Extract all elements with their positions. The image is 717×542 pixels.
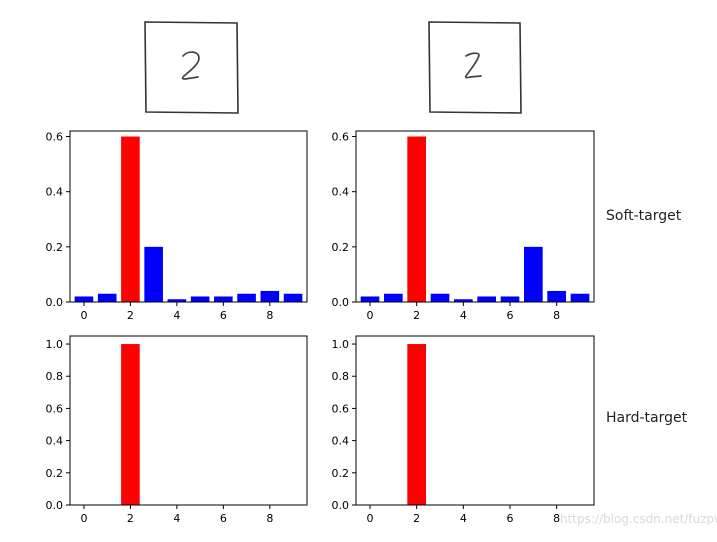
watermark-text: https://blog.csdn.net/fuzpw — [560, 512, 717, 526]
x-tick-label: 6 — [507, 309, 514, 322]
bar-9 — [283, 293, 303, 302]
bar-2 — [121, 344, 140, 505]
digit-image-left — [144, 21, 239, 114]
y-tick-label: 0.2 — [332, 241, 350, 254]
y-tick-label: 0.2 — [332, 467, 350, 480]
x-tick-label: 2 — [413, 309, 420, 322]
x-tick-label: 8 — [553, 512, 560, 525]
x-tick-label: 6 — [507, 512, 514, 525]
axes-frame — [355, 335, 595, 506]
y-tick-label: 0.8 — [46, 370, 64, 383]
soft-target-label: Soft-target — [606, 208, 682, 224]
x-tick-label: 0 — [367, 309, 374, 322]
bar-4 — [167, 299, 187, 302]
digit-frame-right — [428, 21, 522, 114]
bar-8 — [260, 290, 280, 302]
bar-0 — [74, 296, 94, 302]
y-tick-label: 0.0 — [332, 296, 350, 309]
bar-2 — [407, 344, 426, 505]
y-tick-label: 0.6 — [46, 402, 64, 415]
x-tick-label: 8 — [553, 309, 560, 322]
x-tick-label: 0 — [80, 512, 87, 525]
y-tick-label: 0.4 — [332, 186, 350, 199]
hard-target-label: Hard-target — [606, 410, 688, 426]
y-tick-label: 0.2 — [46, 241, 64, 254]
x-tick-label: 8 — [266, 512, 273, 525]
bar-0 — [360, 296, 380, 302]
bar-5 — [190, 296, 210, 302]
digit-image-right — [428, 21, 522, 114]
y-tick-label: 0.0 — [332, 499, 350, 512]
x-tick-label: 4 — [460, 309, 467, 322]
bar-2 — [121, 136, 140, 302]
x-tick-label: 4 — [173, 512, 180, 525]
x-tick-label: 6 — [220, 309, 227, 322]
bar-6 — [214, 296, 233, 302]
y-tick-label: 0.0 — [46, 499, 64, 512]
bar-9 — [570, 293, 590, 302]
bar-5 — [477, 296, 496, 302]
x-tick-label: 4 — [460, 512, 467, 525]
handwritten-digit-glyph-right — [464, 52, 482, 79]
chart-soft-target-right: 0 2 4 6 8 0.0 0.2 0.4 0.6 — [332, 130, 595, 322]
x-tick-label: 2 — [127, 309, 134, 322]
bar-3 — [144, 246, 163, 302]
digit-frame-left — [144, 21, 239, 114]
bar-7 — [524, 246, 543, 302]
chart-hard-target-left: 0 2 4 6 8 0.0 0.2 0.4 0.6 0.8 1.0 — [46, 335, 308, 525]
y-tick-label: 1.0 — [332, 338, 350, 351]
axes-frame — [355, 130, 595, 303]
axes-frame — [69, 130, 308, 303]
bar-6 — [500, 296, 520, 302]
x-tick-label: 0 — [80, 309, 87, 322]
chart-soft-target-left: 0 2 4 6 8 0.0 0.2 0.4 0.6 — [46, 130, 308, 322]
y-tick-label: 0.2 — [46, 467, 64, 480]
bar-3 — [430, 293, 450, 302]
x-tick-label: 2 — [127, 512, 134, 525]
chart-hard-target-right: 0 2 4 6 8 0.0 0.2 0.4 0.6 0.8 1.0 — [332, 335, 595, 525]
x-tick-label: 6 — [220, 512, 227, 525]
x-tick-label: 0 — [367, 512, 374, 525]
y-tick-label: 0.8 — [332, 370, 350, 383]
y-tick-label: 0.4 — [46, 186, 64, 199]
bar-7 — [237, 293, 256, 302]
x-tick-label: 4 — [173, 309, 180, 322]
bar-1 — [97, 293, 117, 302]
y-tick-label: 0.0 — [46, 296, 64, 309]
x-tick-label: 8 — [266, 309, 273, 322]
bar-4 — [454, 299, 473, 302]
bar-1 — [384, 293, 403, 302]
x-tick-label: 2 — [413, 512, 420, 525]
y-tick-label: 1.0 — [46, 338, 64, 351]
handwritten-digit-glyph-left — [181, 51, 200, 80]
y-tick-label: 0.6 — [332, 402, 350, 415]
y-tick-label: 0.4 — [46, 435, 64, 448]
y-tick-label: 0.6 — [46, 131, 64, 144]
bar-8 — [547, 290, 566, 302]
y-tick-label: 0.6 — [332, 131, 350, 144]
bar-2 — [407, 136, 426, 302]
axes-frame — [69, 335, 308, 506]
y-tick-label: 0.4 — [332, 435, 350, 448]
